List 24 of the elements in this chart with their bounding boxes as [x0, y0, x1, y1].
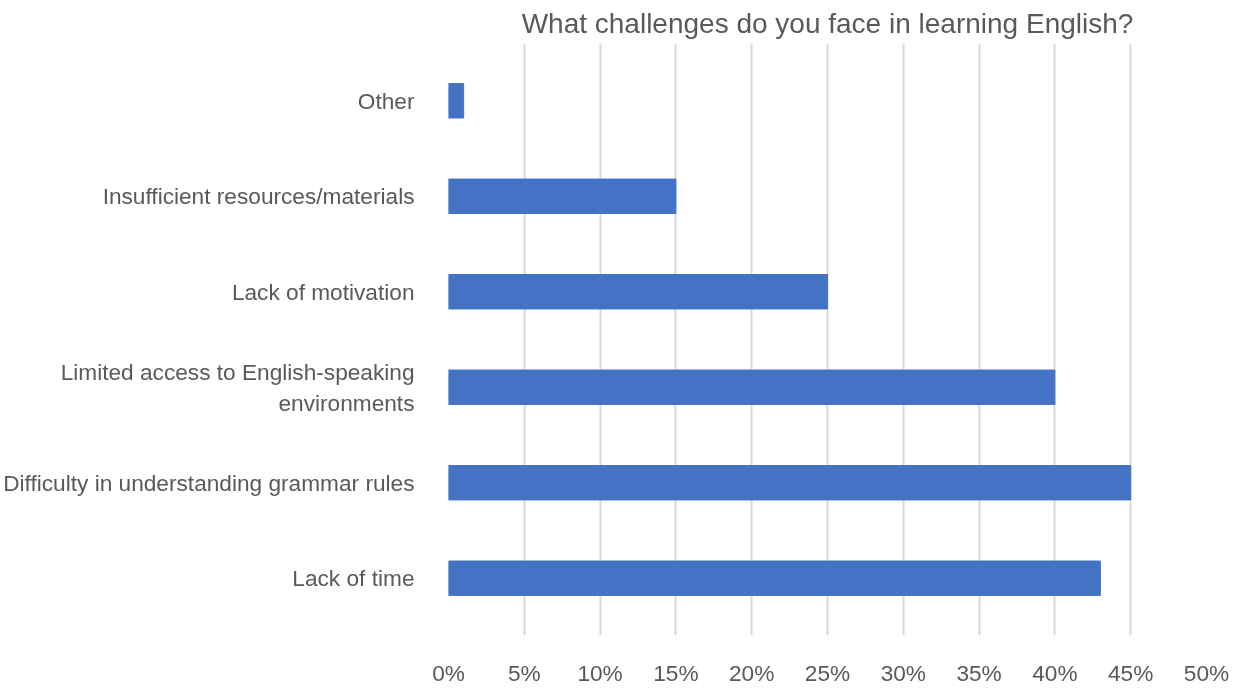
bar — [448, 83, 465, 119]
bar — [448, 369, 1056, 405]
bar — [448, 465, 1132, 501]
x-tick-label: 0% — [432, 659, 465, 686]
x-tick-label: 20% — [729, 659, 775, 686]
y-tick-label: Limited access to English-speaking environments — [60, 358, 415, 416]
x-tick-label: 30% — [880, 659, 926, 686]
x-tick-label: 50% — [1183, 659, 1230, 686]
x-tick-label: 5% — [507, 659, 541, 686]
x-tick-label: 45% — [1108, 659, 1154, 686]
chart-title: What challenges do you face in learning English? — [521, 7, 1134, 39]
x-tick-label: 15% — [653, 659, 699, 686]
x-tick-label: 10% — [577, 659, 623, 686]
bar — [448, 274, 828, 310]
x-tick-label: 35% — [956, 659, 1002, 686]
bar — [448, 178, 677, 214]
x-tick-label: 40% — [1032, 659, 1078, 686]
y-tick-label: Lack of time — [292, 565, 415, 592]
y-tick-label: Lack of motivation — [231, 278, 415, 305]
y-tick-label: Other — [357, 87, 415, 114]
bar — [448, 560, 1101, 596]
y-tick-label: Insufficient resources/materials — [102, 183, 415, 210]
x-tick-label: 25% — [804, 659, 851, 686]
y-tick-label: Difficulty in understanding grammar rules — [3, 469, 415, 496]
